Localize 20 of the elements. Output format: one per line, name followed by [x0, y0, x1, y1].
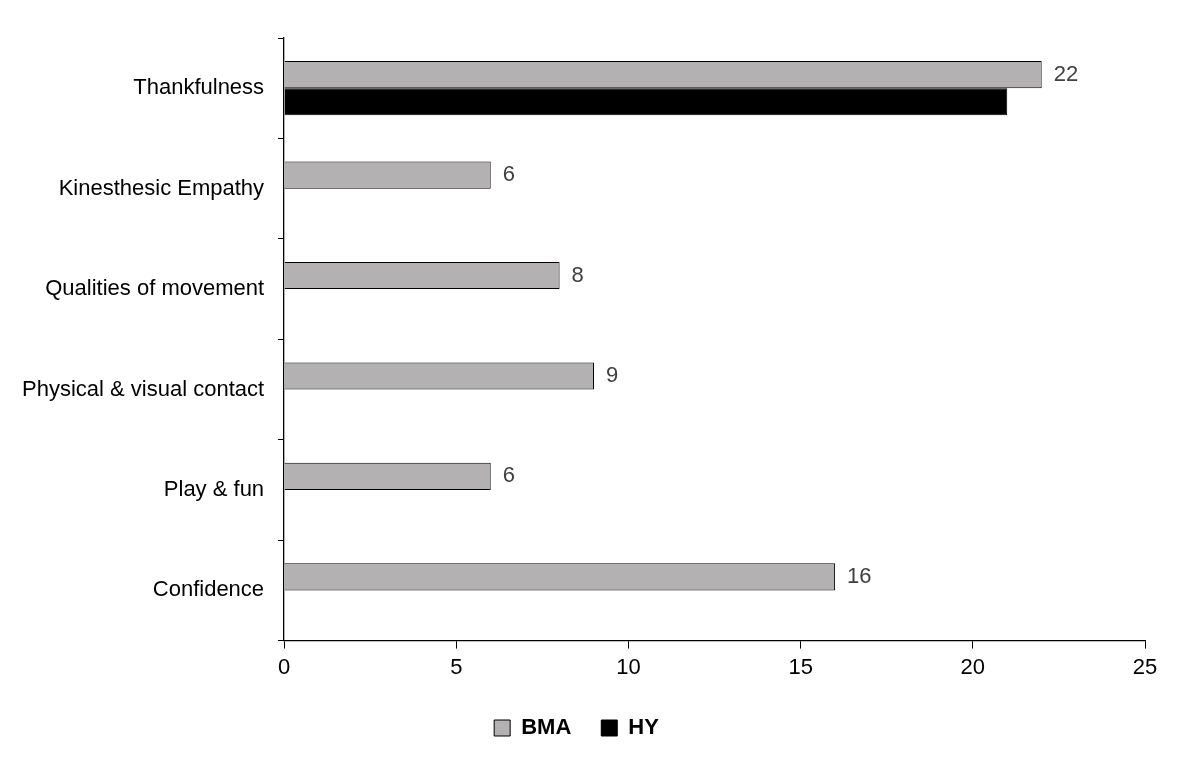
- data-label: 6: [502, 161, 515, 187]
- x-tick-label: 15: [788, 653, 813, 679]
- legend-label: HY: [628, 714, 660, 740]
- data-label: 9: [606, 362, 619, 388]
- y-tick-label: Confidence: [152, 576, 265, 602]
- y-tick-label: Thankfulness: [133, 74, 265, 100]
- y-tick-label: Qualities of movement: [45, 275, 265, 301]
- data-label: 22: [1053, 60, 1079, 86]
- x-tick-label: 10: [616, 653, 641, 679]
- x-tick-label: 20: [960, 653, 986, 679]
- y-tick-label: Kinesthesic Empathy: [58, 174, 265, 200]
- x-tick-label: 25: [1132, 653, 1158, 679]
- y-tick-label: Physical & visual contact: [22, 375, 265, 401]
- data-label: 6: [502, 462, 515, 488]
- data-label: 16: [847, 562, 872, 588]
- legend-label: BMA: [521, 714, 572, 740]
- x-tick-label: 0: [277, 653, 291, 679]
- y-tick-label: Play & fun: [163, 476, 265, 502]
- x-tick-label: 5: [450, 653, 463, 679]
- data-label: 8: [571, 261, 584, 287]
